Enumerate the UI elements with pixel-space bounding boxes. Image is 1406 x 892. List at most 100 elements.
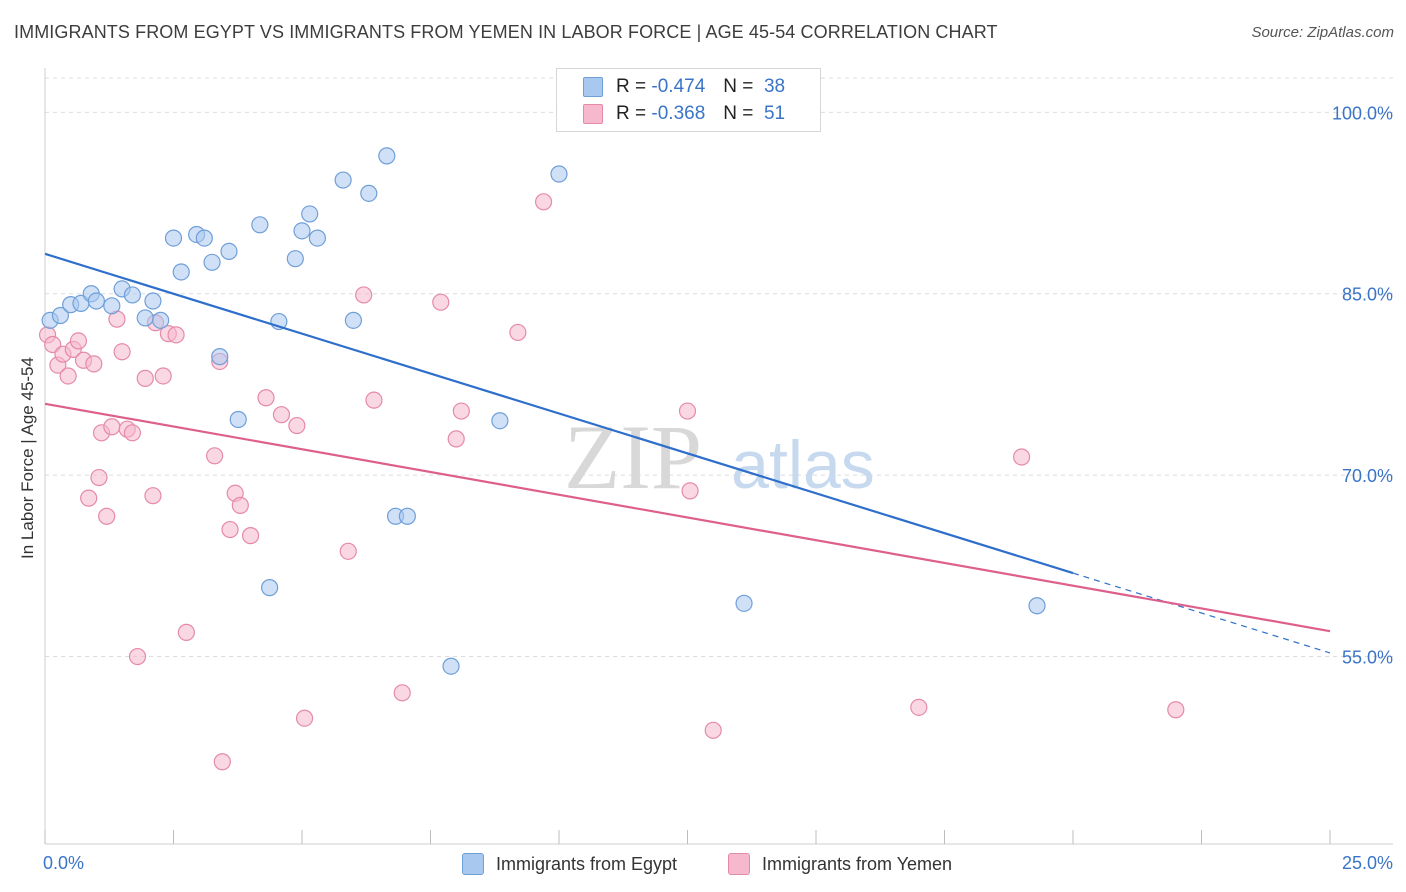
trend-lines bbox=[44, 252, 1331, 654]
yemen-point bbox=[144, 487, 162, 505]
yemen-point bbox=[167, 326, 185, 344]
yemen-point bbox=[123, 424, 141, 442]
yemen-point bbox=[704, 721, 722, 739]
egypt-legend-swatch-icon bbox=[462, 853, 484, 875]
yemen-point bbox=[98, 507, 116, 525]
x-tick-label-max: 25.0% bbox=[1342, 853, 1393, 873]
correlation-legend: R = -0.474 N = 38 R = -0.368 N = 51 bbox=[556, 68, 821, 132]
chart-title: IMMIGRANTS FROM EGYPT VS IMMIGRANTS FROM… bbox=[14, 22, 998, 42]
yemen-point bbox=[393, 684, 411, 702]
egypt-n-label: N = bbox=[723, 76, 754, 97]
yemen-point bbox=[509, 323, 527, 342]
legend-row-egypt: R = -0.474 N = 38 bbox=[583, 75, 785, 99]
egypt-r-value: -0.474 bbox=[651, 76, 706, 97]
yemen-swatch-icon bbox=[583, 104, 603, 124]
egypt-point bbox=[220, 242, 238, 261]
y-tick-label: 100.0% bbox=[1332, 103, 1393, 123]
yemen-point bbox=[288, 416, 306, 435]
yemen-point bbox=[85, 355, 103, 373]
egypt-point bbox=[144, 292, 162, 310]
egypt-point bbox=[103, 297, 121, 315]
yemen-n-label: N = bbox=[723, 103, 754, 124]
egypt-point bbox=[261, 579, 279, 597]
y-tick-label: 70.0% bbox=[1342, 466, 1393, 486]
yemen-point bbox=[154, 367, 172, 385]
yemen-n-value: 51 bbox=[763, 103, 786, 124]
egypt-point bbox=[172, 263, 190, 281]
yemen-point bbox=[910, 698, 928, 716]
egypt-point bbox=[211, 348, 229, 366]
data-points bbox=[38, 147, 1185, 771]
yemen-point bbox=[213, 753, 231, 771]
egypt-legend-label: Immigrants from Egypt bbox=[496, 853, 678, 874]
egypt-point bbox=[334, 171, 352, 189]
yemen-point bbox=[128, 647, 147, 666]
yemen-point bbox=[113, 343, 131, 361]
yemen-point bbox=[177, 623, 195, 641]
egypt-point bbox=[229, 410, 247, 429]
egypt-point bbox=[491, 412, 509, 430]
yemen-point bbox=[206, 447, 224, 465]
egypt-point bbox=[378, 147, 396, 165]
yemen-legend-label: Immigrants from Yemen bbox=[762, 853, 953, 874]
x-tick-label-min: 0.0% bbox=[43, 853, 84, 873]
yemen-r-label: R = bbox=[616, 103, 647, 124]
source-label: Source: ZipAtlas.com bbox=[1251, 24, 1394, 41]
yemen-point bbox=[1167, 701, 1185, 719]
yemen-point bbox=[272, 406, 291, 424]
yemen-point bbox=[447, 430, 465, 448]
yemen-point bbox=[432, 293, 450, 311]
egypt-point bbox=[286, 250, 304, 268]
egypt-point bbox=[398, 507, 416, 525]
egypt-point bbox=[203, 253, 221, 271]
yemen-point bbox=[103, 418, 121, 436]
egypt-trend-line bbox=[44, 252, 1074, 575]
egypt-point bbox=[195, 229, 213, 247]
egypt-point bbox=[51, 306, 70, 325]
egypt-point bbox=[87, 292, 106, 310]
tick-labels: 55.0% 70.0% 85.0% 100.0% 0.0% 25.0% bbox=[43, 103, 1393, 873]
yemen-legend-swatch-icon bbox=[728, 853, 750, 875]
grid-lines bbox=[45, 77, 1393, 658]
axes bbox=[44, 68, 1393, 845]
yemen-point bbox=[365, 391, 383, 409]
yemen-point bbox=[534, 193, 553, 211]
egypt-swatch-icon bbox=[583, 77, 603, 97]
yemen-point bbox=[136, 369, 154, 387]
watermark-atlas: atlas bbox=[731, 427, 875, 503]
yemen-point bbox=[1012, 448, 1031, 466]
egypt-point bbox=[293, 222, 311, 240]
egypt-point bbox=[301, 205, 319, 223]
yemen-point bbox=[231, 496, 249, 514]
legend-row-yemen: R = -0.368 N = 51 bbox=[583, 102, 785, 126]
yemen-point bbox=[69, 332, 88, 350]
yemen-point bbox=[80, 489, 98, 507]
bottom-legend-egypt: Immigrants from Egypt bbox=[462, 852, 677, 876]
egypt-r-label: R = bbox=[616, 76, 647, 97]
egypt-point bbox=[735, 594, 753, 612]
egypt-point bbox=[123, 286, 141, 304]
egypt-point bbox=[344, 311, 362, 329]
yemen-trend-line bbox=[44, 402, 1331, 633]
yemen-point bbox=[90, 468, 108, 487]
egypt-point bbox=[308, 229, 327, 247]
bottom-legend-yemen: Immigrants from Yemen bbox=[728, 852, 952, 876]
yemen-point bbox=[221, 520, 239, 539]
egypt-point bbox=[550, 165, 568, 183]
egypt-point bbox=[164, 229, 183, 247]
yemen-point bbox=[257, 389, 275, 407]
yemen-r-value: -0.368 bbox=[651, 103, 706, 124]
yemen-point bbox=[339, 542, 357, 560]
yemen-point bbox=[678, 402, 697, 420]
egypt-point bbox=[152, 311, 170, 329]
y-tick-label: 85.0% bbox=[1342, 285, 1393, 305]
yemen-point bbox=[59, 367, 77, 385]
yemen-point bbox=[242, 527, 260, 545]
egypt-point bbox=[442, 657, 460, 675]
egypt-point bbox=[1028, 597, 1046, 615]
y-axis-label: In Labor Force | Age 45-54 bbox=[18, 357, 37, 559]
egypt-point bbox=[251, 216, 269, 234]
yemen-point bbox=[681, 482, 699, 500]
egypt-point bbox=[136, 309, 154, 327]
